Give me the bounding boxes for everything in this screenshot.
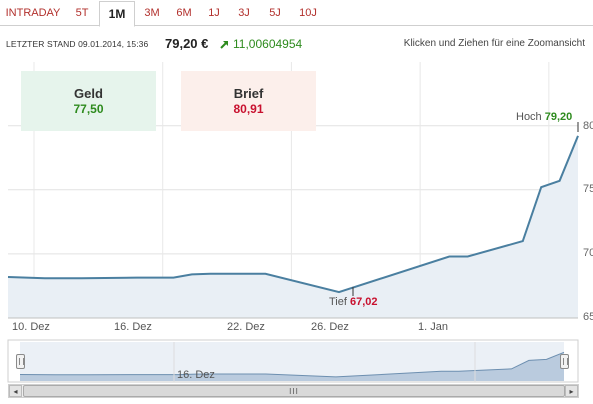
zoom-hint: Klicken und Ziehen für eine Zoomansicht xyxy=(403,38,585,49)
tab-10j[interactable]: 10J xyxy=(299,7,317,19)
price-change: 11,00604954 xyxy=(233,37,303,51)
y-tick-label: 80 xyxy=(583,120,593,132)
ask-label: Brief xyxy=(233,86,264,101)
high-value: 79,20 xyxy=(544,111,573,123)
high-annotation: Hoch 79,20 xyxy=(516,111,572,123)
chart-scrollbar[interactable]: ◂ III ▸ xyxy=(8,384,579,398)
tab-1j[interactable]: 1J xyxy=(208,7,220,19)
scroll-thumb[interactable]: III xyxy=(23,385,565,397)
bid-box: Geld 77,50 xyxy=(21,71,156,131)
scroll-right-button[interactable]: ▸ xyxy=(565,385,578,397)
navigator-left-handle[interactable] xyxy=(16,354,25,369)
current-price: 79,20 € xyxy=(165,36,209,51)
x-tick-label: 1. Jan xyxy=(418,321,448,333)
last-update-text: LETZTER STAND 09.01.2014, 15:36 xyxy=(6,39,149,49)
tab-3m[interactable]: 3M xyxy=(144,7,160,19)
navigator[interactable] xyxy=(8,340,578,382)
x-tick-label: 22. Dez xyxy=(227,321,265,333)
navigator-date-label: 16. Dez xyxy=(177,369,215,381)
y-tick-label: 70 xyxy=(583,247,593,259)
tab-5t[interactable]: 5T xyxy=(75,7,89,19)
price-area xyxy=(8,135,578,318)
tab-6m[interactable]: 6M xyxy=(176,7,192,19)
tab-5j[interactable]: 5J xyxy=(269,7,281,19)
navigator-right-handle[interactable] xyxy=(560,354,569,369)
high-label: Hoch xyxy=(516,111,542,123)
x-tick-label: 16. Dez xyxy=(114,321,152,333)
ask-box: Brief 80,91 xyxy=(181,71,316,131)
timeframe-tabs: INTRADAY 5T 1M 3M 6M 1J 3J 5J 10J xyxy=(0,0,593,27)
price-line xyxy=(7,135,579,294)
tab-intraday[interactable]: INTRADAY xyxy=(5,7,61,19)
low-value: 67,02 xyxy=(350,296,378,308)
ask-value: 80,91 xyxy=(233,102,264,116)
low-annotation: Tief 67,02 xyxy=(329,296,378,308)
y-tick-label: 65 xyxy=(583,311,593,323)
bid-value: 77,50 xyxy=(73,102,104,116)
y-tick-label: 75 xyxy=(583,183,593,195)
navigator-area xyxy=(20,352,564,381)
bid-label: Geld xyxy=(74,86,103,101)
low-label: Tief xyxy=(329,296,347,308)
quote-info-row: LETZTER STAND 09.01.2014, 15:36 79,20 € … xyxy=(0,36,593,54)
tab-1m[interactable]: 1M xyxy=(99,1,135,27)
x-tick-label: 26. Dez xyxy=(311,321,349,333)
scroll-left-button[interactable]: ◂ xyxy=(9,385,22,397)
tab-3j[interactable]: 3J xyxy=(238,7,250,19)
navigator-line xyxy=(19,351,565,378)
x-tick-label: 10. Dez xyxy=(12,321,50,333)
arrow-up-right-icon xyxy=(220,41,228,49)
